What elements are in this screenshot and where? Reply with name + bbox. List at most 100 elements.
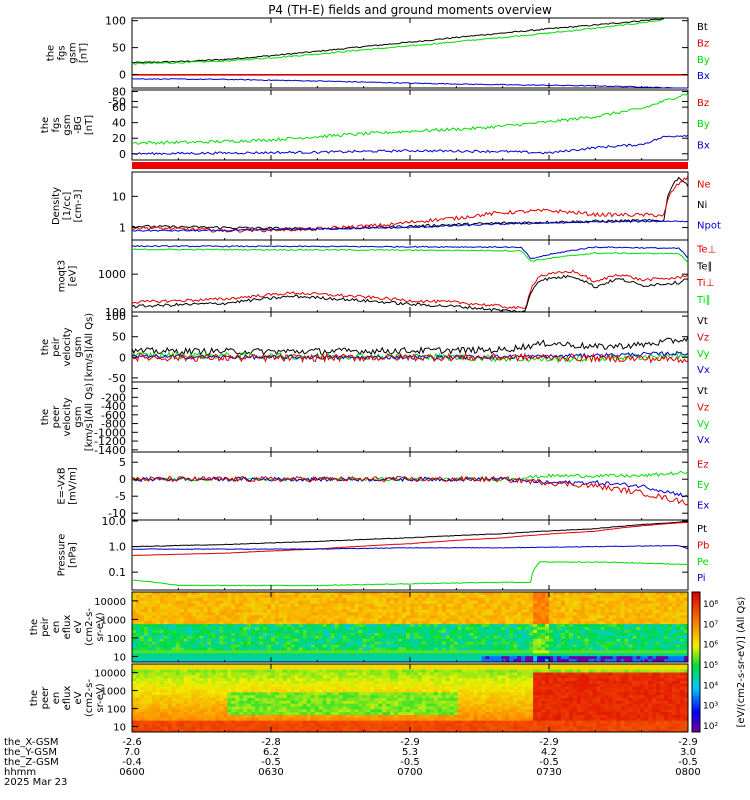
spectrogram-cell [354, 638, 359, 642]
spectrogram-cell [187, 675, 192, 679]
spectrogram-cell [322, 678, 327, 682]
spectrogram-cell [370, 597, 375, 602]
spectrogram-cell [680, 644, 685, 648]
spectrogram-cell [668, 647, 673, 651]
spectrogram-cell [314, 632, 320, 637]
spectrogram-cell [390, 618, 395, 622]
spectrogram-cell [259, 669, 264, 673]
spectrogram-cell [596, 615, 602, 619]
spectrogram-cell [632, 606, 637, 610]
spectrogram-cell [263, 681, 268, 685]
spectrogram-cell [318, 729, 324, 733]
spectrogram-cell [461, 629, 466, 634]
spectrogram-cell [584, 638, 590, 642]
spectrogram-cell [171, 726, 177, 730]
spectrogram-cell [461, 632, 466, 637]
spectrogram-cell [274, 629, 280, 634]
spectrogram-cell [330, 675, 335, 679]
spectrogram-cell [219, 609, 224, 613]
spectrogram-cell [386, 621, 391, 625]
spectrogram-cell [545, 659, 550, 663]
spectrogram-cell [441, 621, 447, 625]
spectrogram-cell [580, 644, 586, 648]
spectrogram-cell [449, 650, 455, 654]
spectrogram-cell [330, 683, 335, 688]
spectrogram-cell [306, 624, 312, 628]
spectrogram-cell [195, 698, 200, 702]
spectrogram-cell [151, 618, 157, 622]
spectrogram-cell [199, 729, 204, 733]
spectrogram-cell [251, 686, 256, 690]
spectrogram-cell [302, 715, 308, 719]
spectrogram-cell [235, 641, 240, 645]
spectrogram-cell [251, 717, 256, 722]
spectrogram-cell [211, 632, 216, 637]
spectrogram-cell [247, 717, 252, 722]
spectrogram-cell [171, 603, 177, 607]
spectrogram-cell [195, 647, 200, 651]
spectrogram-cell [274, 689, 280, 693]
spectrogram-cell [223, 698, 228, 702]
spectrogram-cell [429, 629, 435, 634]
spectrogram-cell [231, 700, 236, 705]
spectrogram-cell [179, 712, 185, 716]
legend-entry: Pb [697, 540, 709, 551]
y-axis-label-line: peir [40, 616, 51, 636]
spectrogram-cell [243, 592, 248, 596]
spectrogram-cell [449, 629, 455, 634]
spectrogram-cell [366, 627, 371, 631]
spectrogram-cell [541, 624, 546, 628]
legend-entry: Ey [697, 480, 709, 491]
spectrogram-cell [461, 612, 466, 616]
spectrogram-cell [652, 603, 657, 607]
spectrogram-cell [282, 712, 288, 716]
spectrogram-cell [203, 686, 208, 690]
spectrogram-cell [612, 594, 617, 599]
spectrogram-cell [628, 606, 633, 610]
spectrogram-cell [223, 659, 228, 663]
spectrogram-cell [437, 609, 443, 613]
spectrogram-cell [652, 638, 657, 642]
spectrogram-cell [640, 594, 645, 599]
spectrogram-cell [179, 615, 185, 619]
spectrogram-cell [660, 606, 665, 610]
spectrogram-cell [231, 656, 236, 660]
spectrogram-cell [461, 627, 466, 631]
spectrogram-cell [135, 621, 141, 625]
spectrogram-cell [235, 603, 240, 607]
spectrogram-cell [437, 641, 443, 645]
spectrogram-cell [676, 609, 681, 613]
spectrogram-cell [243, 683, 248, 688]
spectrogram-cell [604, 603, 609, 607]
spectrogram-cell [175, 720, 181, 724]
spectrogram-cell [477, 641, 482, 645]
spectrogram-cell [664, 629, 669, 634]
spectrogram-cell [652, 615, 657, 619]
spectrogram-cell [326, 700, 331, 705]
spectrogram-cell [417, 609, 423, 613]
spectrogram-cell [334, 653, 339, 657]
spectrogram-cell [457, 624, 463, 628]
spectrogram-cell [413, 618, 419, 622]
spectrogram-cell [306, 683, 312, 688]
spectrogram-cell [306, 695, 312, 699]
spectrogram-cell [473, 653, 478, 657]
spectrogram-cell [183, 698, 188, 702]
spectrogram-cell [167, 720, 173, 724]
spectrogram-cell [640, 612, 645, 616]
spectrogram-cell [251, 659, 256, 663]
spectrogram-cell [239, 594, 244, 599]
spectrogram-cell [227, 712, 232, 716]
spectrogram-cell [147, 723, 153, 727]
spectrogram-cell [366, 653, 371, 657]
spectrogram-cell [386, 624, 391, 628]
spectrogram-cell [191, 650, 196, 654]
spectrogram-cell [636, 629, 641, 634]
spectrogram-cell [239, 672, 244, 676]
spectrogram-cell [517, 629, 522, 634]
spectrogram-cell [271, 678, 276, 682]
spectrogram-cell [251, 700, 256, 705]
spectrogram-cell [183, 700, 188, 705]
spectrogram-cell [370, 606, 375, 610]
spectrogram-cell [298, 638, 304, 642]
